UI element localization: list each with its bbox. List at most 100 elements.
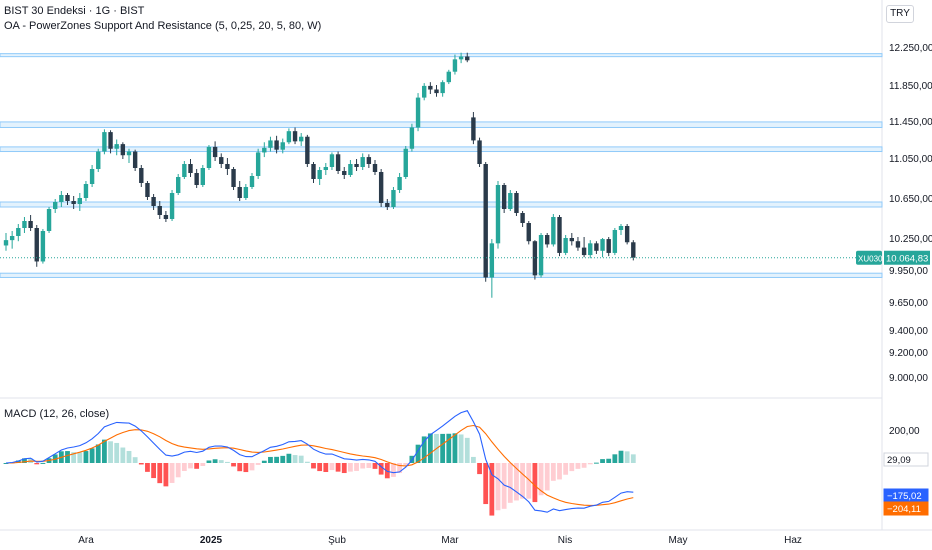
macd-histogram-bar	[440, 433, 446, 463]
candle-body	[182, 164, 187, 177]
macd-histogram-bar	[261, 460, 267, 463]
candle-body	[286, 131, 292, 143]
candle-24	[151, 194, 156, 210]
macd-histogram-bar	[169, 463, 175, 483]
candle-73	[452, 54, 458, 75]
candle-body	[354, 164, 359, 167]
candle-79	[489, 239, 495, 298]
macd-histogram-bar	[71, 452, 77, 463]
time-tick-label: May	[669, 535, 688, 546]
candle-88	[545, 233, 550, 248]
candle-body	[495, 185, 501, 244]
macd-histogram-bar	[612, 454, 618, 463]
macd-histogram-bar	[304, 461, 310, 463]
candle-70	[434, 85, 439, 97]
candle-body	[483, 164, 488, 278]
zone-1	[0, 121, 883, 128]
macd-histogram-bar	[464, 437, 470, 463]
candle-100	[618, 224, 624, 235]
macd-histogram-bar	[372, 463, 378, 469]
macd-histogram-bar	[526, 463, 532, 499]
candle-92	[569, 233, 574, 246]
macd-histogram-bar	[212, 459, 218, 463]
macd-histogram-bar	[618, 450, 624, 463]
macd-histogram-bar	[624, 451, 630, 463]
macd-histogram-bar	[630, 454, 636, 463]
macd-histogram-bar	[206, 460, 212, 463]
candle-body	[446, 71, 451, 83]
macd-histogram-bar	[495, 463, 501, 511]
macd-histogram-bar	[274, 456, 279, 463]
currency-button[interactable]: TRY	[886, 5, 914, 23]
macd-histogram-bar	[225, 461, 230, 463]
macd-histogram-bar	[563, 463, 569, 475]
macd-histogram-bar	[520, 463, 525, 499]
price-axis: 12.250,00 11.850,00 11.450,00 11.050,00 10.6…	[856, 43, 932, 384]
macd-value: −175,02	[887, 491, 922, 502]
macd-histogram-bar	[268, 456, 273, 463]
candle-body	[89, 169, 95, 184]
candle-23	[145, 181, 150, 200]
last-price-label: 10.064,83	[886, 254, 928, 265]
time-tick-label: Nis	[558, 535, 572, 546]
macd-signal-line	[5, 424, 634, 506]
candle-85	[526, 221, 531, 245]
candle-5	[34, 225, 39, 267]
macd-histogram-bar	[471, 456, 476, 463]
macd-histogram-bar	[587, 463, 593, 465]
indicator-legend[interactable]: OA - PowerZones Support And Resistance (…	[4, 20, 322, 32]
candle-body	[545, 235, 550, 245]
candle-101	[624, 224, 630, 245]
candle-19	[120, 142, 126, 159]
macd-legend[interactable]: MACD (12, 26, close)	[4, 408, 110, 420]
candle-body	[323, 167, 328, 170]
candle-body	[65, 195, 70, 201]
candle-body	[372, 164, 378, 172]
price-tick-label: 9.400,00	[889, 326, 928, 337]
macd-histogram-bar	[108, 441, 113, 463]
candle-body	[243, 187, 249, 198]
candle-75	[465, 52, 470, 63]
candle-22	[139, 165, 144, 187]
candle-body	[471, 117, 476, 141]
macd-histogram-bar	[200, 463, 206, 467]
macd-histogram-bar	[175, 463, 181, 478]
candle-3	[22, 217, 27, 233]
macd-histogram-bar	[329, 463, 335, 471]
candle-48	[299, 133, 304, 146]
macd-histogram-bar	[95, 444, 101, 463]
candle-body	[335, 154, 341, 171]
candle-body	[434, 89, 439, 94]
macd-histogram-bar	[575, 463, 581, 469]
candle-58	[360, 153, 365, 170]
candle-body	[96, 151, 101, 169]
candle-90	[557, 215, 562, 257]
macd-histogram-bar	[378, 463, 384, 475]
candle-94	[581, 237, 587, 258]
candle-52	[323, 163, 328, 175]
candle-body	[409, 127, 415, 149]
candle-12	[77, 193, 82, 211]
candle-26	[163, 211, 169, 222]
macd-histogram-bar	[292, 455, 298, 463]
candle-body	[581, 247, 587, 256]
macd-histogram-bar	[237, 463, 243, 472]
price-tick-label: 11.050,00	[889, 154, 932, 165]
candle-body	[631, 242, 636, 258]
candle-63	[391, 187, 396, 209]
candle-body	[403, 148, 408, 177]
candle-body	[360, 157, 365, 167]
candle-body	[378, 172, 384, 203]
candle-59	[366, 154, 372, 168]
macd-histogram-bar	[489, 463, 495, 516]
macd-histogram-bar	[483, 463, 489, 505]
candle-86	[532, 240, 538, 280]
price-tick-label: 9.650,00	[889, 298, 928, 309]
candle-30	[188, 159, 193, 177]
candle-13	[83, 181, 89, 201]
candle-45	[280, 138, 285, 154]
candle-body	[397, 177, 402, 190]
candle-91	[563, 235, 568, 256]
candle-body	[508, 193, 513, 209]
